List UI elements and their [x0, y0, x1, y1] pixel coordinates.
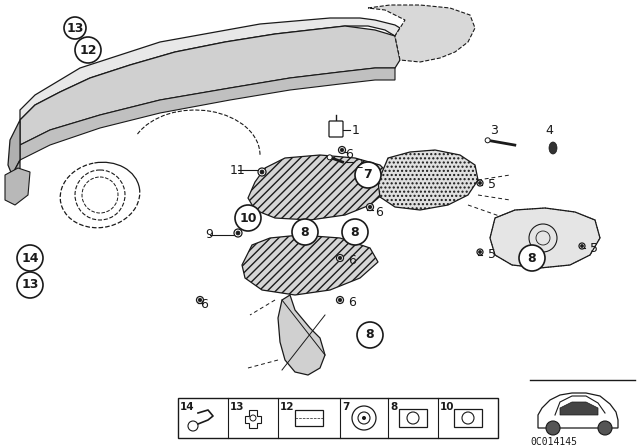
Text: 7: 7 [342, 402, 349, 412]
Circle shape [358, 412, 370, 424]
Circle shape [357, 322, 383, 348]
Polygon shape [368, 5, 475, 62]
Circle shape [352, 406, 376, 430]
Polygon shape [242, 235, 378, 295]
Circle shape [234, 229, 242, 237]
Circle shape [17, 245, 43, 271]
Bar [454, 409, 482, 427]
Circle shape [339, 256, 342, 260]
Circle shape [339, 146, 346, 154]
Circle shape [327, 155, 332, 160]
Text: 8: 8 [528, 251, 536, 264]
Text: 6: 6 [348, 254, 356, 267]
Polygon shape [560, 402, 598, 415]
Circle shape [258, 168, 266, 176]
Circle shape [339, 298, 342, 302]
Polygon shape [278, 295, 325, 375]
Text: 8: 8 [301, 225, 309, 238]
Polygon shape [245, 410, 261, 428]
Circle shape [362, 416, 366, 420]
Circle shape [235, 205, 261, 231]
Polygon shape [20, 68, 395, 160]
FancyBboxPatch shape [329, 121, 343, 137]
Circle shape [485, 138, 490, 143]
Text: 6: 6 [345, 148, 353, 161]
Text: 14: 14 [180, 402, 195, 412]
Circle shape [196, 297, 204, 303]
Text: 12: 12 [79, 43, 97, 56]
Circle shape [342, 219, 368, 245]
Text: 9: 9 [205, 228, 213, 241]
Circle shape [598, 421, 612, 435]
Text: 1: 1 [352, 124, 360, 137]
Text: 13: 13 [230, 402, 244, 412]
Circle shape [64, 17, 86, 39]
Text: 5: 5 [590, 241, 598, 254]
Polygon shape [8, 120, 20, 175]
Polygon shape [378, 150, 478, 210]
Text: 5: 5 [488, 249, 496, 262]
Circle shape [337, 297, 344, 303]
Text: 6: 6 [375, 206, 383, 219]
Circle shape [519, 245, 545, 271]
Circle shape [477, 180, 483, 186]
Circle shape [250, 415, 256, 421]
Circle shape [260, 170, 264, 174]
Circle shape [579, 243, 585, 249]
Text: 2: 2 [355, 159, 363, 172]
Text: 12: 12 [280, 402, 294, 412]
Text: 13: 13 [21, 279, 38, 292]
Text: 8: 8 [390, 402, 397, 412]
Polygon shape [538, 393, 618, 428]
Polygon shape [20, 26, 400, 145]
Text: 6: 6 [200, 298, 208, 311]
Text: 5: 5 [488, 178, 496, 191]
Circle shape [479, 250, 481, 254]
Circle shape [462, 412, 474, 424]
Bar [178, 398, 498, 438]
Text: 13: 13 [67, 22, 84, 34]
Ellipse shape [549, 142, 557, 154]
Text: 4: 4 [545, 124, 553, 137]
Text: 8: 8 [365, 328, 374, 341]
Circle shape [17, 272, 43, 298]
Text: 11: 11 [230, 164, 246, 177]
Text: 6: 6 [348, 296, 356, 309]
Circle shape [236, 231, 240, 235]
Polygon shape [5, 168, 30, 205]
Text: 8: 8 [351, 225, 359, 238]
Circle shape [340, 148, 344, 152]
Text: 3: 3 [490, 124, 498, 137]
Circle shape [368, 205, 372, 209]
Bar [295, 410, 323, 426]
Text: 7: 7 [364, 168, 372, 181]
Polygon shape [490, 208, 600, 268]
Circle shape [580, 245, 584, 247]
Circle shape [546, 421, 560, 435]
Text: 0C014145: 0C014145 [530, 437, 577, 447]
Circle shape [479, 181, 481, 185]
Polygon shape [20, 18, 400, 120]
Circle shape [355, 162, 381, 188]
Circle shape [198, 298, 202, 302]
Circle shape [75, 37, 101, 63]
Circle shape [477, 249, 483, 255]
Text: 10: 10 [239, 211, 257, 224]
Text: 10: 10 [440, 402, 454, 412]
Polygon shape [248, 155, 390, 220]
Bar [399, 409, 427, 427]
Circle shape [367, 203, 374, 211]
Circle shape [407, 412, 419, 424]
Text: 14: 14 [21, 251, 39, 264]
Circle shape [188, 421, 198, 431]
Circle shape [292, 219, 318, 245]
Circle shape [337, 254, 344, 262]
Polygon shape [10, 160, 20, 200]
